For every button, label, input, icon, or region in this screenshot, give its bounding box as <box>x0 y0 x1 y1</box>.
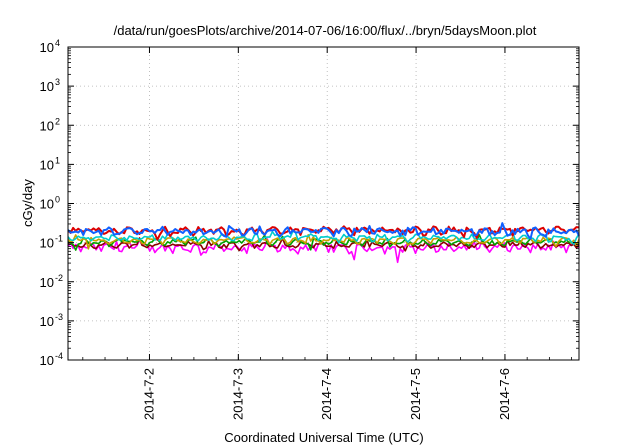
x-tick-label: 2014-7-3 <box>230 368 245 420</box>
y-tick-exponent: -3 <box>55 312 63 322</box>
y-tick-label: 10 <box>40 314 54 329</box>
y-tick-exponent: 3 <box>55 77 60 87</box>
y-tick-label: 10 <box>40 197 54 212</box>
y-axis-label: cGy/day <box>20 179 35 227</box>
y-tick-exponent: 1 <box>55 155 60 165</box>
y-tick-label: 10 <box>40 157 54 172</box>
y-tick-exponent: 2 <box>55 116 60 126</box>
y-tick-label: 10 <box>40 236 54 251</box>
y-tick-label: 10 <box>40 79 54 94</box>
y-tick-exponent: -2 <box>55 273 63 283</box>
x-axis-label: Coordinated Universal Time (UTC) <box>224 430 423 445</box>
y-tick-label: 10 <box>40 40 54 55</box>
y-tick-exponent: -4 <box>55 351 63 361</box>
y-tick-label: 10 <box>40 353 54 368</box>
x-tick-label: 2014-7-6 <box>497 368 512 420</box>
chart-title: /data/run/goesPlots/archive/2014-07-06/1… <box>114 23 537 38</box>
y-tick-exponent: -1 <box>55 234 63 244</box>
series-group <box>67 222 580 264</box>
y-tick-label: 10 <box>40 275 54 290</box>
y-tick-exponent: 0 <box>55 195 60 205</box>
x-tick-label: 2014-7-4 <box>319 368 334 420</box>
x-axis: 2014-7-2 2014-7-3 2014-7-4 2014-7-5 2014-7-6 <box>82 47 572 420</box>
x-tick-label: 2014-7-2 <box>141 368 156 420</box>
series-line <box>67 230 580 246</box>
grid <box>68 47 579 360</box>
series-line <box>67 222 580 240</box>
y-tick-exponent: 4 <box>55 38 60 48</box>
y-tick-label: 10 <box>40 118 54 133</box>
x-tick-label: 2014-7-5 <box>408 368 423 420</box>
series-line <box>67 234 580 251</box>
